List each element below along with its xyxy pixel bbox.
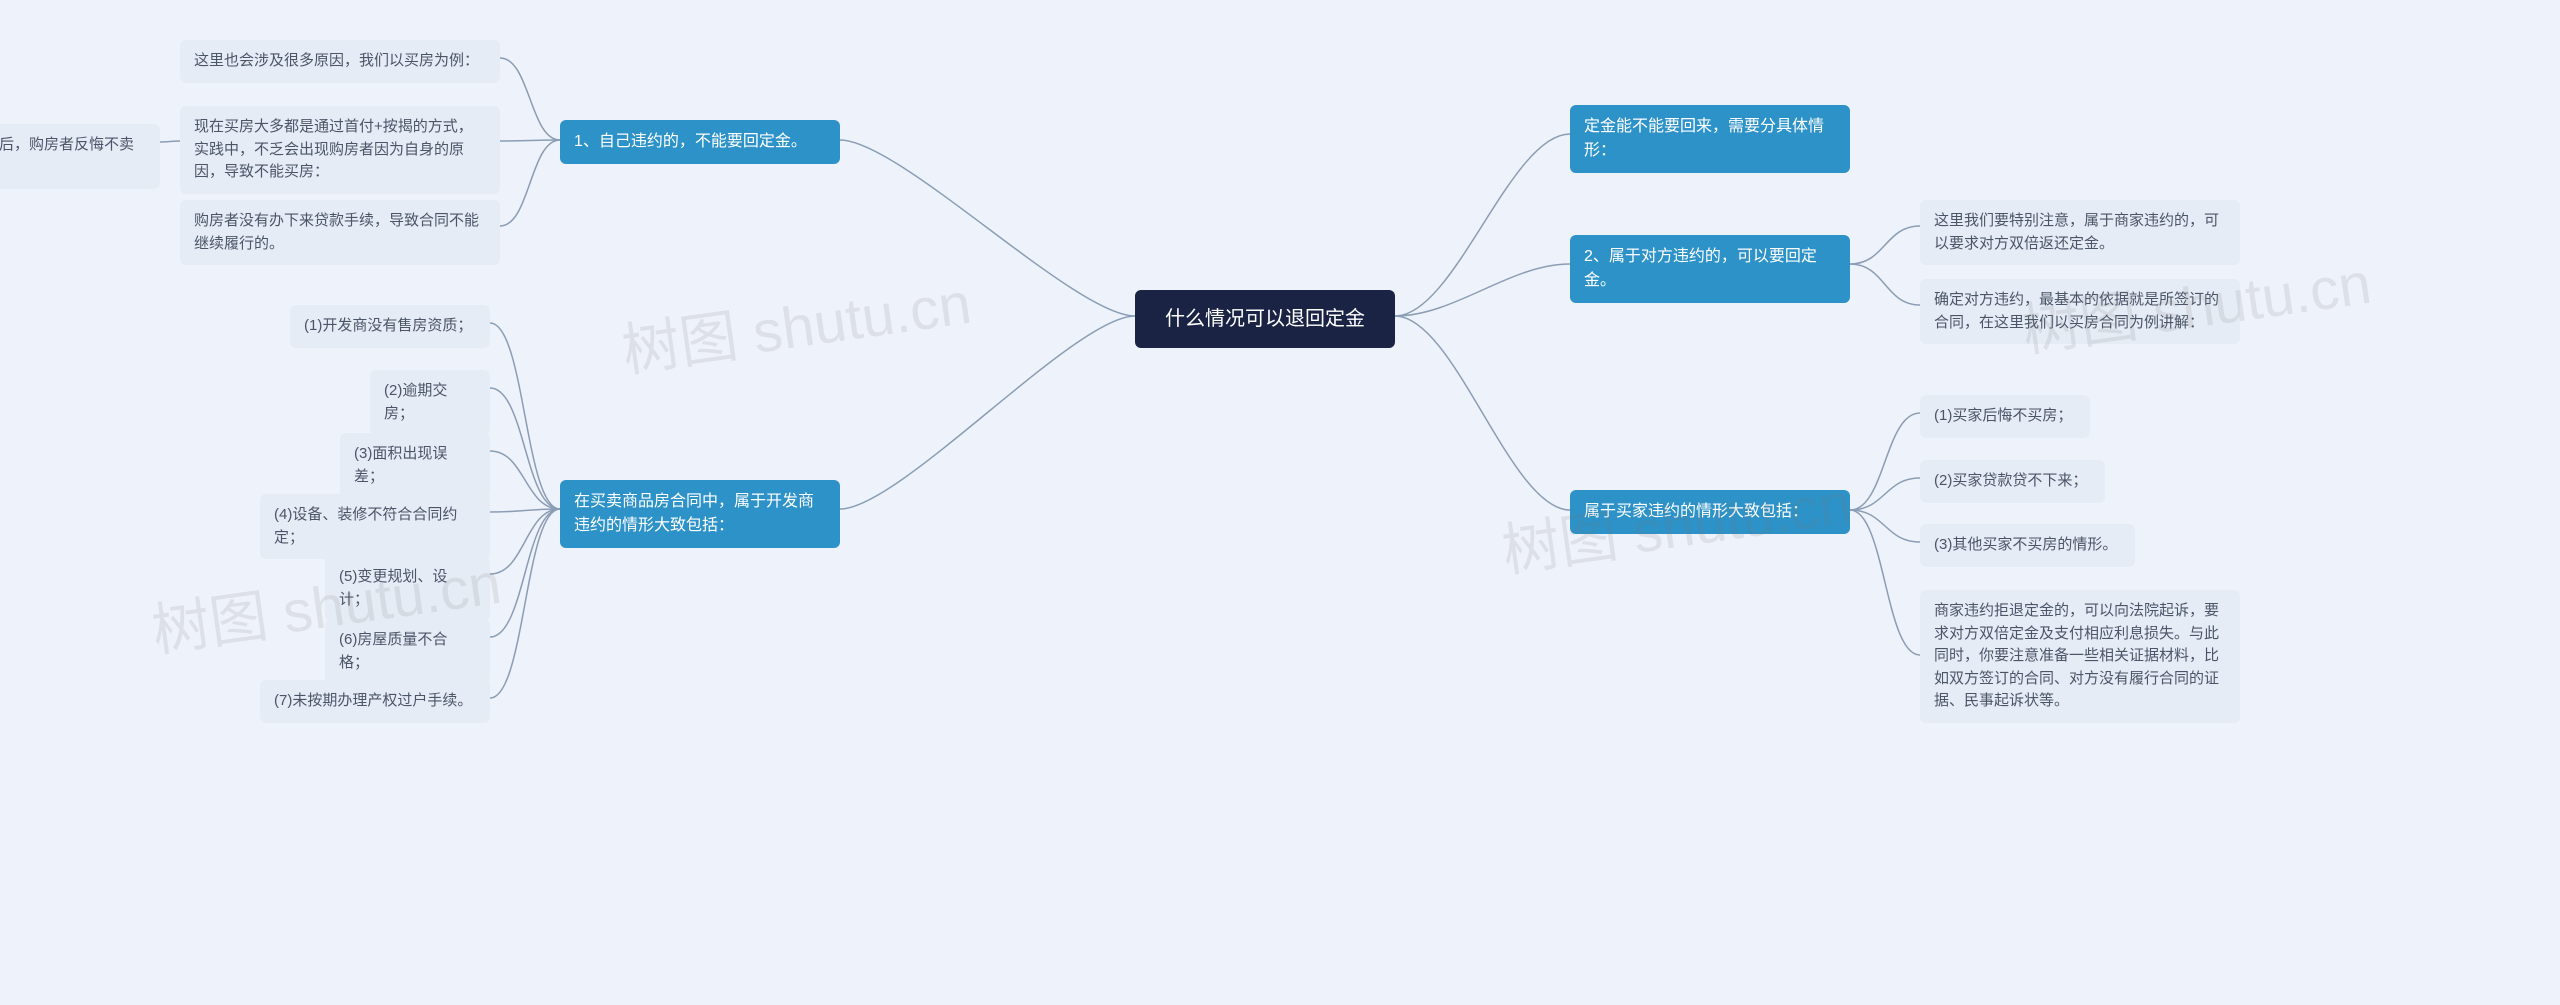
- right-leaf-2-1-label: (2)买家贷款贷不下来；: [1934, 470, 2087, 493]
- left-leaf-1-0-label: (1)开发商没有售房资质；: [304, 315, 472, 338]
- left-leaf-1-1[interactable]: (2)逾期交房；: [370, 370, 490, 435]
- left-leaf-1-5[interactable]: (6)房屋质量不合格；: [325, 619, 490, 684]
- right-leaf-1-0-label: 这里我们要特别注意，属于商家违约的，可以要求对方双倍返还定金。: [1934, 210, 2226, 255]
- left-branch-1[interactable]: 在买卖商品房合同中，属于开发商违约的情形大致包括：: [560, 480, 840, 548]
- left-leaf-0-0[interactable]: 这里也会涉及很多原因，我们以买房为例：: [180, 40, 500, 83]
- left-leaf-1-2[interactable]: (3)面积出现误差；: [340, 433, 490, 498]
- left-leaf-1-4[interactable]: (5)变更规划、设计；: [325, 556, 490, 621]
- right-leaf-2-2[interactable]: (3)其他买家不买房的情形。: [1920, 524, 2135, 567]
- left-branch-0[interactable]: 1、自己违约的，不能要回定金。: [560, 120, 840, 164]
- right-leaf-2-3[interactable]: 商家违约拒退定金的，可以向法院起诉，要求对方双倍定金及支付相应利息损失。与此同时…: [1920, 590, 2240, 723]
- left-leaf-0-2-label: 购房者没有办下来贷款手续，导致合同不能继续履行的。: [194, 210, 486, 255]
- left-leaf-1-0[interactable]: (1)开发商没有售房资质；: [290, 305, 490, 348]
- left-leaf-1-4-label: (5)变更规划、设计；: [339, 566, 476, 611]
- left-sub-0-1-0[interactable]: 签合同交定金之后，购房者反悔不卖房；: [0, 124, 160, 189]
- left-leaf-1-1-label: (2)逾期交房；: [384, 380, 476, 425]
- root-node[interactable]: 什么情况可以退回定金: [1135, 290, 1395, 348]
- right-branch-0-label: 定金能不能要回来，需要分具体情形：: [1584, 115, 1836, 163]
- right-leaf-1-1[interactable]: 确定对方违约，最基本的依据就是所签订的合同，在这里我们以买房合同为例讲解：: [1920, 279, 2240, 344]
- right-leaf-2-3-label: 商家违约拒退定金的，可以向法院起诉，要求对方双倍定金及支付相应利息损失。与此同时…: [1934, 600, 2226, 713]
- left-leaf-0-1-label: 现在买房大多都是通过首付+按揭的方式，实践中，不乏会出现购房者因为自身的原因，导…: [194, 116, 486, 184]
- left-branch-0-label: 1、自己违约的，不能要回定金。: [574, 130, 807, 154]
- right-leaf-2-1[interactable]: (2)买家贷款贷不下来；: [1920, 460, 2105, 503]
- right-leaf-2-2-label: (3)其他买家不买房的情形。: [1934, 534, 2117, 557]
- right-leaf-1-1-label: 确定对方违约，最基本的依据就是所签订的合同，在这里我们以买房合同为例讲解：: [1934, 289, 2226, 334]
- right-leaf-2-0-label: (1)买家后悔不买房；: [1934, 405, 2072, 428]
- left-leaf-0-2[interactable]: 购房者没有办下来贷款手续，导致合同不能继续履行的。: [180, 200, 500, 265]
- left-leaf-1-6-label: (7)未按期办理产权过户手续。: [274, 690, 472, 713]
- left-leaf-1-3-label: (4)设备、装修不符合合同约定；: [274, 504, 476, 549]
- right-branch-1-label: 2、属于对方违约的，可以要回定金。: [1584, 245, 1836, 293]
- watermark-1: 树图 shutu.cn: [616, 256, 976, 388]
- left-leaf-0-0-label: 这里也会涉及很多原因，我们以买房为例：: [194, 50, 479, 73]
- root-node-label: 什么情况可以退回定金: [1165, 304, 1365, 334]
- right-branch-2-label: 属于买家违约的情形大致包括：: [1584, 500, 1808, 524]
- right-branch-1[interactable]: 2、属于对方违约的，可以要回定金。: [1570, 235, 1850, 303]
- left-leaf-1-5-label: (6)房屋质量不合格；: [339, 629, 476, 674]
- right-branch-2[interactable]: 属于买家违约的情形大致包括：: [1570, 490, 1850, 534]
- left-leaf-1-2-label: (3)面积出现误差；: [354, 443, 476, 488]
- right-branch-0[interactable]: 定金能不能要回来，需要分具体情形：: [1570, 105, 1850, 173]
- left-sub-0-1-0-label: 签合同交定金之后，购房者反悔不卖房；: [0, 134, 146, 179]
- left-leaf-0-1[interactable]: 现在买房大多都是通过首付+按揭的方式，实践中，不乏会出现购房者因为自身的原因，导…: [180, 106, 500, 194]
- left-leaf-1-3[interactable]: (4)设备、装修不符合合同约定；: [260, 494, 490, 559]
- mindmap-canvas: 什么情况可以退回定金 1、自己违约的，不能要回定金。 这里也会涉及很多原因，我们以买…: [0, 0, 2560, 1005]
- right-leaf-2-0[interactable]: (1)买家后悔不买房；: [1920, 395, 2090, 438]
- left-branch-1-label: 在买卖商品房合同中，属于开发商违约的情形大致包括：: [574, 490, 826, 538]
- left-leaf-1-6[interactable]: (7)未按期办理产权过户手续。: [260, 680, 490, 723]
- right-leaf-1-0[interactable]: 这里我们要特别注意，属于商家违约的，可以要求对方双倍返还定金。: [1920, 200, 2240, 265]
